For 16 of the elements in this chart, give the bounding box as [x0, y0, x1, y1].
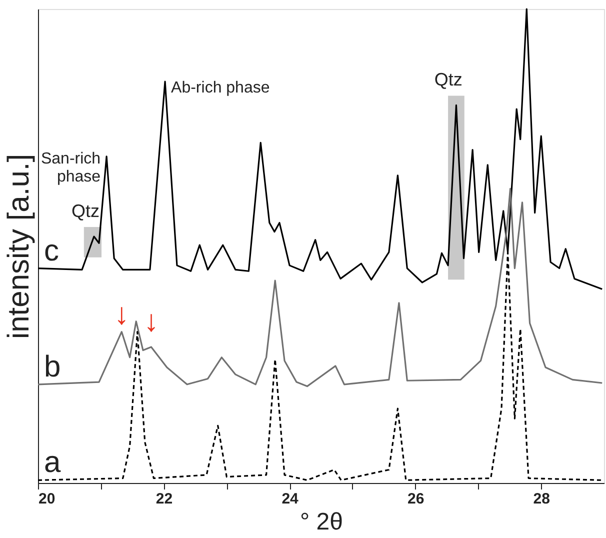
series-label: b: [44, 350, 61, 384]
series-label: a: [44, 446, 61, 480]
annotation: ↓: [114, 298, 130, 331]
x-tick-label: 20: [38, 490, 56, 508]
annotation: ↓: [144, 304, 159, 338]
x-tick-label: 24: [282, 490, 300, 508]
band-label: Qtz: [434, 70, 462, 90]
y-axis-title: intensity [a.u.]: [2, 154, 36, 340]
annotation: Ab-rich phase: [171, 80, 270, 97]
band-label: Qtz: [72, 201, 100, 222]
series-label: c: [44, 234, 59, 268]
x-tick-label: 26: [407, 490, 424, 508]
x-tick-label: 28: [533, 490, 550, 508]
x-tick-label: 22: [156, 490, 173, 508]
annotation: San-rich phase: [40, 150, 101, 186]
x-axis-title: ° 2θ: [300, 508, 343, 536]
